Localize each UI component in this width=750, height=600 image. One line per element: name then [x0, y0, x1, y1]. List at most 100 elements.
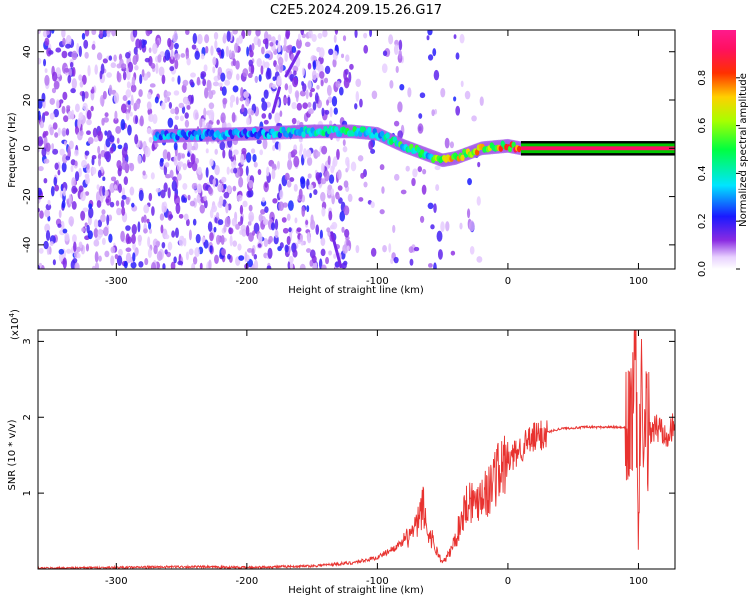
spectrogram-noise-cell [213, 31, 219, 40]
spectrogram-noise-cell [328, 48, 334, 56]
spectrogram-noise-cell [82, 102, 88, 111]
spectrogram-noise-cell [305, 150, 312, 157]
spectrogram-noise-cell [168, 101, 173, 109]
spectrogram-noise-cell [130, 98, 134, 106]
spectrogram-noise-cell [284, 51, 288, 62]
spectrogram-noise-cell [398, 39, 403, 51]
spectrogram-noise-cell [129, 186, 135, 196]
spectrogram-noise-cell [174, 115, 180, 121]
spectrogram-noise-cell [294, 217, 298, 224]
spectrogram-noise-cell [134, 65, 139, 71]
spectrogram-noise-cell [332, 159, 336, 171]
spectrogram-noise-cell [163, 164, 168, 176]
spectrogram-noise-cell [61, 162, 67, 173]
spectrogram-noise-cell [328, 250, 333, 256]
spectrogram-noise-cell [262, 218, 269, 226]
spectrogram-noise-cell [267, 247, 273, 259]
spectrogram-noise-cell [184, 112, 189, 119]
snr-axes: -300 -200 -100 0 100 1 2 3 [22, 330, 675, 587]
spectrogram-streak [284, 50, 301, 78]
spectrogram-noise-cell [433, 69, 440, 81]
spectrogram-noise-cell [44, 68, 48, 73]
spectrogram-noise-cell [321, 145, 328, 155]
snr-yaxis-tick-label: 2 [22, 414, 33, 420]
spectrogram-noise-cell [187, 161, 193, 169]
spectrogram-noise-cell [49, 97, 56, 105]
spectrogram-noise-cell [436, 230, 443, 242]
spectrogram-noise-cell [225, 202, 229, 214]
spectrogram-noise-cell [179, 115, 185, 122]
spectrogram-noise-cell [264, 53, 270, 59]
spectrogram-noise-cell [61, 127, 67, 137]
spectrogram-noise-cell [88, 207, 94, 219]
spectrogram-ridge-cell [301, 131, 306, 138]
spectrogram-noise-cell [411, 177, 416, 187]
spectrogram-noise-cell [277, 34, 282, 42]
spectrogram-noise-cell [319, 71, 325, 79]
spectrogram-noise-cell [272, 76, 277, 82]
spectrogram-carrier-band [520, 146, 675, 151]
spectrogram-noise-cell [278, 141, 282, 152]
spectrogram-noise-cell [252, 230, 256, 236]
spectrogram-noise-cell [331, 221, 338, 230]
snr-xlabel: Height of straight line (km) [288, 585, 424, 596]
spectrogram-noise-cell [38, 57, 42, 65]
spectrogram-noise-cell [110, 62, 117, 69]
spectrogram-noise-cell [408, 246, 414, 254]
spectrogram-noise-cell [87, 136, 94, 145]
spectrogram-noise-cell [284, 83, 289, 91]
spectrogram-noise-cell [122, 71, 127, 81]
spectrogram-noise-cell [165, 91, 172, 97]
spectrogram-noise-cell [277, 41, 281, 53]
spectrogram-noise-cell [96, 184, 100, 190]
spectrogram-noise-cell [227, 185, 232, 194]
snr-panel: -300 -200 -100 0 100 1 2 3 Height of straight l… [7, 309, 676, 596]
spectrogram-noise-cell [67, 74, 72, 84]
spectrogram-noise-cell [131, 76, 136, 86]
spectrogram-noise-cell [437, 249, 443, 260]
spectrogram-noise-cell [421, 184, 427, 195]
spectrogram-noise-cell [368, 140, 374, 150]
spectrogram-noise-cell [149, 83, 156, 88]
spectrogram-noise-cell [249, 49, 254, 58]
spectrogram-noise-cell [291, 149, 298, 156]
spectrogram-noise-cell [342, 244, 349, 255]
spectrogram-noise-cell [64, 67, 70, 73]
spectrogram-noise-cell [285, 30, 291, 39]
spectrogram-noise-cell [61, 200, 66, 209]
spectrogram-streak [271, 86, 281, 114]
spectrogram-noise-cell [134, 134, 139, 145]
spectrogram-noise-cell [217, 183, 224, 193]
spectrogram-noise-cell [182, 96, 189, 105]
spectrogram-yaxis-tick-label: 40 [22, 45, 33, 58]
spectrogram-noise-cell [129, 111, 133, 117]
spectrogram-noise-cell [209, 158, 214, 167]
spectrogram-noise-cell [53, 176, 58, 186]
spectrogram-noise-cell [82, 207, 89, 212]
spectrogram-noise-cell [127, 61, 134, 73]
spectrogram-noise-cell [39, 210, 44, 219]
spectrogram-noise-cell [110, 255, 115, 266]
spectrogram-noise-cell [71, 201, 77, 210]
spectrogram-noise-cell [197, 33, 203, 45]
spectrogram-noise-cell [93, 219, 99, 229]
spectrogram-noise-cell [63, 115, 69, 123]
spectrogram-noise-cell [309, 87, 316, 93]
spectrogram-noise-cell [138, 261, 144, 268]
spectrogram-noise-cell [81, 32, 86, 40]
spectrogram-noise-cell [264, 206, 269, 214]
spectrogram-noise-cell [263, 31, 269, 41]
spectrogram-noise-cell [86, 130, 91, 135]
spectrogram-noise-cell [186, 141, 193, 152]
spectrogram-noise-cell [238, 176, 244, 188]
spectrogram-noise-cell [84, 91, 89, 99]
spectrogram-noise-cell [105, 138, 111, 148]
spectrogram-noise-cell [91, 43, 96, 51]
spectrogram-noise-cell [395, 65, 399, 74]
spectrogram-noise-cell [292, 249, 298, 258]
spectrogram-noise-cell [261, 101, 268, 112]
spectrogram-noise-cell [195, 157, 199, 164]
spectrogram-noise-cell [164, 234, 170, 240]
spectrogram-noise-cell [200, 53, 205, 60]
spectrogram-noise-cell [62, 91, 68, 101]
